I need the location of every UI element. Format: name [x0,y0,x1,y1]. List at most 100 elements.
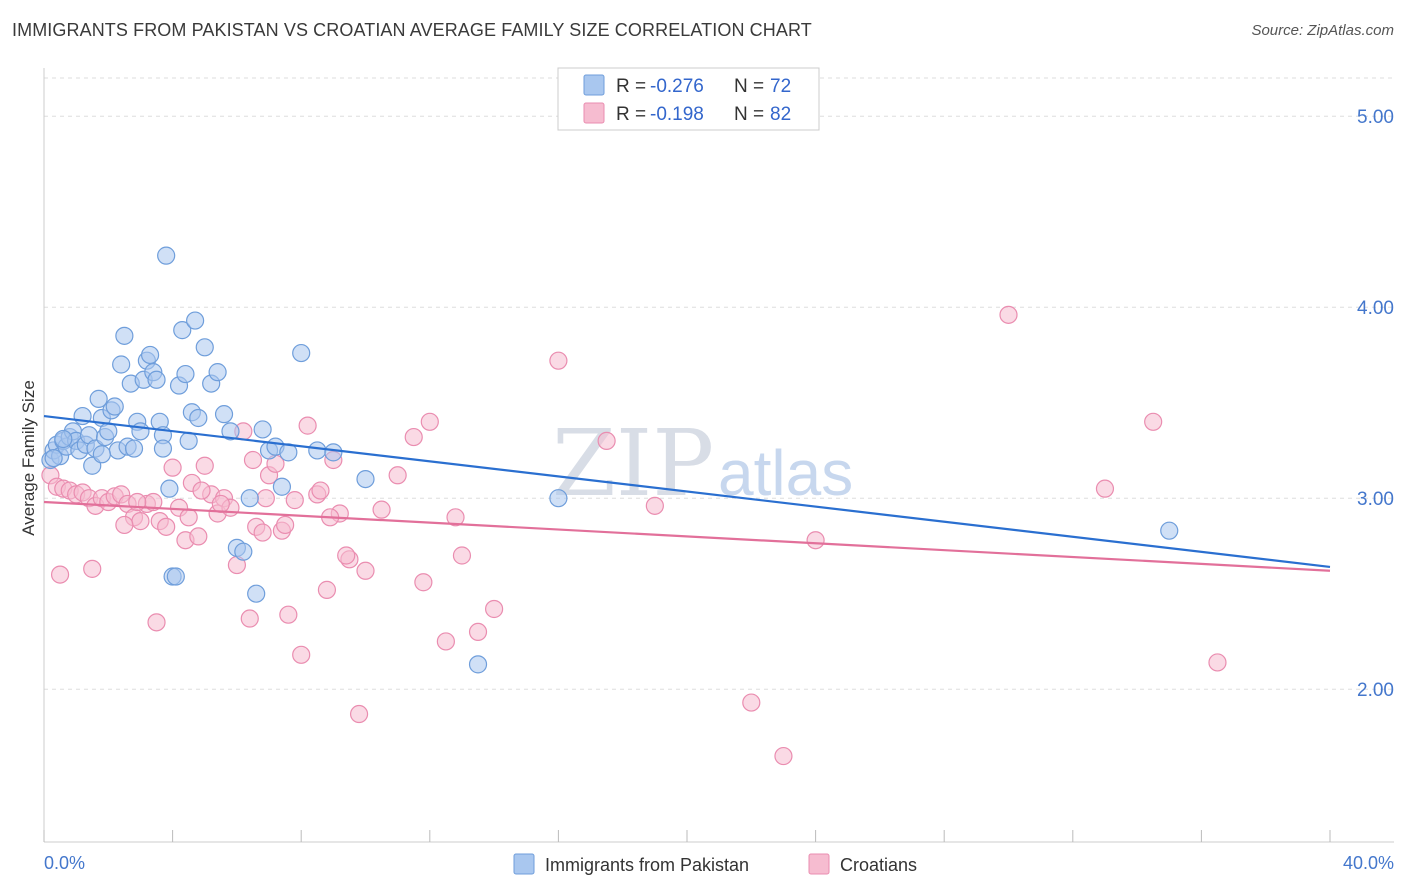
point-croatian [256,489,275,508]
point-croatian [356,561,375,580]
point-pakistan [253,420,272,439]
point-croatian [285,491,304,510]
point-croatian [292,645,311,664]
point-croatian [253,523,272,542]
bottom-legend-label-0: Immigrants from Pakistan [545,855,749,875]
point-croatian [774,746,793,766]
point-pakistan [140,345,160,365]
point-croatian [999,305,1018,324]
y-tick-label: 4.00 [1357,298,1394,319]
point-croatian [1095,479,1115,498]
point-pakistan [179,431,198,450]
legend-r-value-1: -0.198 [650,104,704,125]
point-croatian [372,500,391,519]
point-pakistan [166,567,185,586]
point-pakistan [468,655,488,674]
point-croatian [1208,653,1227,672]
point-pakistan [105,397,124,416]
y-axis-label: Average Family Size [19,380,38,536]
point-pakistan [89,389,108,408]
gridlines [44,77,1394,690]
point-croatian [414,573,433,592]
point-croatian [240,609,259,628]
point-croatian [436,632,455,651]
point-pakistan [214,405,234,424]
point-croatian [485,599,504,619]
point-pakistan [549,489,568,508]
point-pakistan [176,364,195,384]
point-pakistan [247,584,266,603]
legend: R = -0.276 N = 72 R = -0.198 N = 82 [557,67,820,131]
point-croatian [211,494,230,514]
point-pakistan [272,477,292,496]
data-points [41,246,1227,766]
point-croatian [131,512,150,531]
y-tick-label: 3.00 [1357,489,1394,510]
point-croatian [806,531,825,550]
point-pakistan [115,326,134,345]
legend-n-label-1: N = [734,104,764,125]
point-pakistan [173,321,192,340]
point-pakistan [234,542,253,561]
point-croatian [115,515,134,535]
bottom-legend-swatch-blue [513,853,535,875]
point-croatian [349,704,369,724]
x-tick-label-min: 0.0% [44,853,85,873]
point-croatian [742,693,761,712]
point-croatian [83,559,102,578]
trend-lines [43,414,1331,572]
bottom-legend: Immigrants from Pakistan Croatians [513,853,917,875]
point-croatian [276,515,295,535]
point-croatian [452,546,472,565]
y-axis-ticks: 2.00 3.00 4.00 5.00 [1357,107,1394,701]
point-croatian [420,412,439,431]
point-croatian [50,565,70,584]
point-croatian [192,481,211,500]
point-croatian [446,508,465,527]
legend-r-label-1: R = [616,104,646,125]
point-pakistan [124,439,144,458]
watermark: ZIP atlas [552,410,853,517]
y-tick-label: 5.00 [1357,107,1394,128]
bottom-legend-label-1: Croatians [840,855,917,875]
point-croatian [1144,412,1163,431]
point-croatian [243,450,263,470]
x-tick-label-max: 40.0% [1343,853,1394,873]
point-pakistan [195,338,214,357]
point-pakistan [292,343,311,363]
point-pakistan [131,422,150,441]
point-croatian [195,456,214,475]
y-tick-label: 2.00 [1357,680,1394,701]
source-label: Source: ZipAtlas.com [1251,22,1394,39]
point-croatian [468,622,488,642]
point-croatian [337,546,356,565]
point-pakistan [44,448,63,468]
point-croatian [157,517,176,536]
point-croatian [311,481,330,500]
point-pakistan [324,443,343,462]
point-pakistan [356,470,375,489]
trend-line-pakistan [43,414,1331,569]
bottom-legend-swatch-pink [808,853,830,875]
point-croatian [279,605,298,624]
point-pakistan [189,408,208,428]
point-croatian [645,496,664,515]
point-pakistan [221,422,240,441]
point-pakistan [308,441,327,460]
watermark-zip: ZIP [552,410,714,517]
legend-n-value-0: 72 [770,76,791,97]
point-croatian [298,416,317,435]
chart-title: IMMIGRANTS FROM PAKISTAN VS CROATIAN AVE… [12,20,812,40]
point-pakistan [240,489,259,508]
point-pakistan [147,370,166,389]
point-croatian [189,527,208,546]
legend-r-label-0: R = [616,76,646,97]
point-pakistan [157,246,176,265]
point-croatian [597,431,616,450]
point-croatian [388,466,407,485]
point-pakistan [1160,521,1179,540]
legend-swatch-blue [583,74,605,96]
point-croatian [317,580,337,599]
legend-swatch-pink [583,102,605,124]
